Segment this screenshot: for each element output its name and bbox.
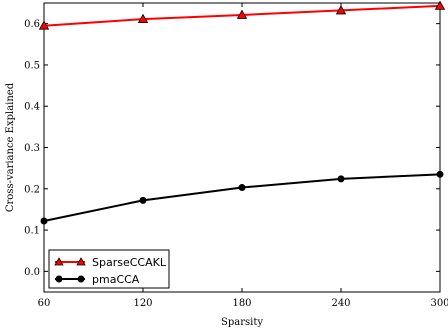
legend-entry-sparseccakl: SparseCCAKL [54,256,167,269]
data-point-pmacca [238,184,246,192]
data-point-pmacca [139,196,147,204]
y-axis-title: Cross-variance Explained [5,82,16,212]
legend-entry-pmacca: pmaCCA [55,273,140,286]
legend-label-pmacca: pmaCCA [92,273,140,286]
legend-box [48,249,170,289]
y-axis: 0.0 0.1 0.2 0.3 0.4 0.5 0.6 [24,19,440,278]
x-tick-label: 180 [232,298,251,309]
legend-label-sparseccakl: SparseCCAKL [92,256,167,269]
x-axis-title: Sparsity [221,317,263,328]
x-tick-label: 60 [38,298,51,309]
data-point-sparseccakl [236,9,248,19]
y-tick-label: 0.0 [24,267,40,278]
data-point-sparseccakl [434,0,446,10]
y-tick-label: 0.5 [24,60,40,71]
x-tick-label: 300 [430,298,448,309]
y-tick-label: 0.2 [24,184,40,195]
x-tick-label: 240 [331,298,350,309]
legend: SparseCCAKL pmaCCA [48,249,170,289]
y-tick-label: 0.3 [24,143,40,154]
data-point-sparseccakl [137,13,149,24]
y-tick-label: 0.4 [24,102,40,113]
series-layer [38,0,446,225]
data-point-pmacca [436,170,444,178]
y-tick-label: 0.6 [24,19,40,30]
data-point-sparseccakl [38,20,50,30]
data-point-pmacca [337,175,345,183]
plot-area [43,2,441,293]
y-tick-label: 0.1 [24,226,40,237]
data-point-pmacca [40,217,48,225]
x-tick-label: 120 [133,298,152,309]
data-point-sparseccakl [335,5,347,15]
